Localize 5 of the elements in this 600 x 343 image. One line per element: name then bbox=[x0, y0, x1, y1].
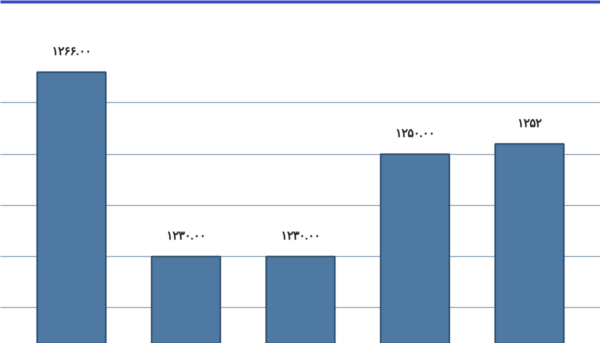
data-label: ۱۲۳۰.۰۰ bbox=[166, 228, 206, 242]
data-label: ۱۲۶۶.۰۰ bbox=[52, 44, 91, 58]
data-label: ۱۲۵۰.۰۰ bbox=[396, 126, 435, 140]
data-label: ۱۲۳۰.۰۰ bbox=[281, 228, 320, 242]
data-label: ۱۲۵۲ bbox=[518, 116, 543, 130]
